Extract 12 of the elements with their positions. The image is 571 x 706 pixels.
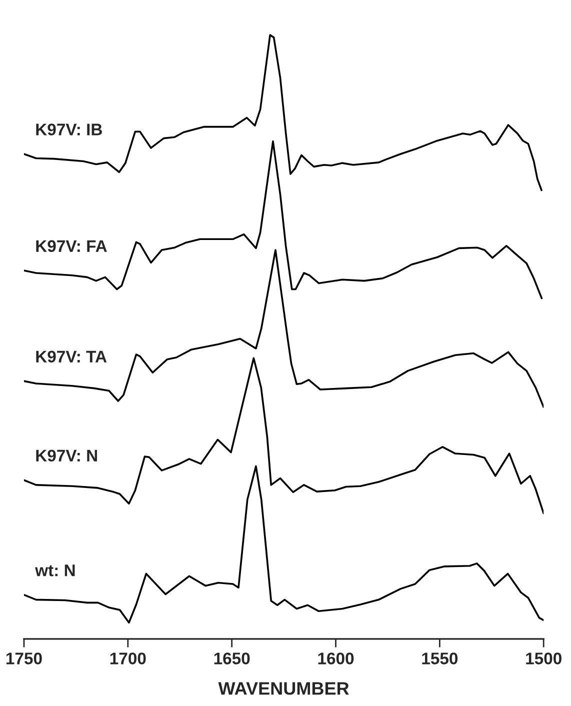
series-label: K97V: IB [36, 124, 102, 136]
x-tick-label: 1500 [526, 652, 562, 664]
x-tick-label: 1650 [214, 652, 250, 664]
x-tick-label: 1700 [110, 652, 146, 664]
x-axis-title: WAVENUMBER [218, 682, 349, 695]
series-label: wt: N [35, 564, 75, 576]
x-tick-label: 1600 [318, 652, 354, 664]
x-tick-label: 1750 [6, 652, 42, 664]
series-label: K97V: TA [36, 350, 107, 362]
x-tick-label: 1550 [422, 652, 458, 664]
series-label: K97V: FA [36, 240, 107, 252]
series-label: K97V: N [36, 450, 97, 462]
